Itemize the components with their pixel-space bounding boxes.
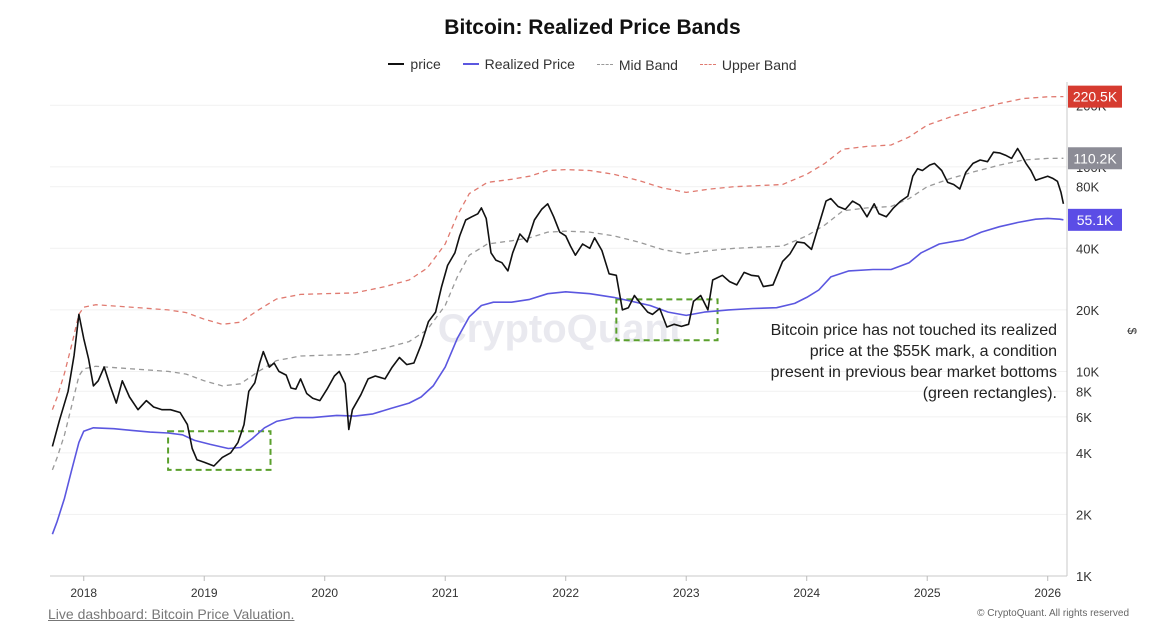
end-label-box — [1068, 208, 1122, 231]
end-label: 220.5K — [1068, 85, 1122, 108]
annotation-text: Bitcoin price has not touched its realiz… — [770, 322, 1057, 402]
y-tick-label: 2K — [1076, 507, 1092, 522]
highlight-boxes — [167, 298, 719, 471]
y-tick-label: 20K — [1076, 303, 1099, 318]
legend-swatch-realized-price — [462, 63, 479, 65]
end-label-text: 55.1K — [1077, 212, 1114, 228]
end-label-box — [1068, 85, 1122, 108]
legend: price Realized Price Mid Band Upper Band — [0, 52, 1155, 73]
legend-swatch-price — [388, 63, 405, 65]
x-tick-label: 2022 — [552, 586, 579, 600]
x-tick-label: 2026 — [1034, 586, 1061, 600]
x-tick-label: 2018 — [70, 586, 97, 600]
x-tick-label: 2024 — [793, 586, 820, 600]
legend-item-price[interactable]: price — [388, 56, 441, 72]
x-tick-label: 2021 — [432, 586, 459, 600]
x-tick-label: 2020 — [311, 586, 338, 600]
legend-label-realized-price: Realized Price — [484, 56, 575, 72]
y-tick-label: 40K — [1076, 241, 1099, 256]
highlight-box — [615, 298, 719, 342]
legend-item-upper-band[interactable]: Upper Band — [699, 56, 797, 73]
end-label-text: 110.2K — [1073, 150, 1117, 166]
legend-swatch-upper-band — [699, 64, 716, 65]
series-line-upper-band — [51, 95, 1064, 410]
legend-label-price: price — [410, 56, 441, 72]
legend-label-upper-band: Upper Band — [721, 56, 797, 73]
end-labels: 220.5K 110.2K 55.1K — [1068, 85, 1122, 231]
series-line-price — [51, 147, 1065, 467]
series-layer — [51, 95, 1065, 535]
y-tick-label: 6K — [1076, 410, 1092, 425]
x-tick-label: 2019 — [191, 586, 218, 600]
highlight-box — [167, 430, 272, 471]
x-axis: 2018 2019 2020 2021 2022 2023 2024 2025 2026 — [50, 575, 1067, 600]
y-tick-label: 8K — [1076, 384, 1092, 399]
legend-item-mid-band[interactable]: Mid Band — [596, 56, 678, 73]
copyright-text: © CryptoQuant. All rights reserved — [977, 608, 1129, 619]
chart-title: Bitcoin: Realized Price Bands — [444, 16, 741, 39]
end-label: 55.1K — [1068, 208, 1122, 231]
legend-item-realized-price[interactable]: Realized Price — [462, 56, 575, 72]
y-tick-label: 4K — [1076, 446, 1092, 461]
footer-dashboard-link[interactable]: Live dashboard: Bitcoin Price Valuation. — [48, 606, 295, 622]
end-label-box — [1068, 147, 1122, 170]
series-line-realized-price — [51, 217, 1064, 535]
y-tick-label: 80K — [1076, 180, 1099, 195]
grid — [50, 104, 1067, 577]
x-tick-label: 2025 — [914, 586, 941, 600]
watermark: CryptoQuant — [438, 307, 682, 351]
end-label: 110.2K — [1068, 147, 1122, 170]
y-axis-label: $ — [1125, 328, 1139, 335]
legend-label-mid-band: Mid Band — [618, 56, 678, 73]
x-tick-label: 2023 — [673, 586, 700, 600]
legend-swatch-mid-band — [596, 64, 613, 65]
end-label-text: 220.5K — [1073, 89, 1118, 105]
y-tick-label: 10K — [1076, 364, 1099, 379]
y-tick-label: 1K — [1076, 569, 1092, 584]
